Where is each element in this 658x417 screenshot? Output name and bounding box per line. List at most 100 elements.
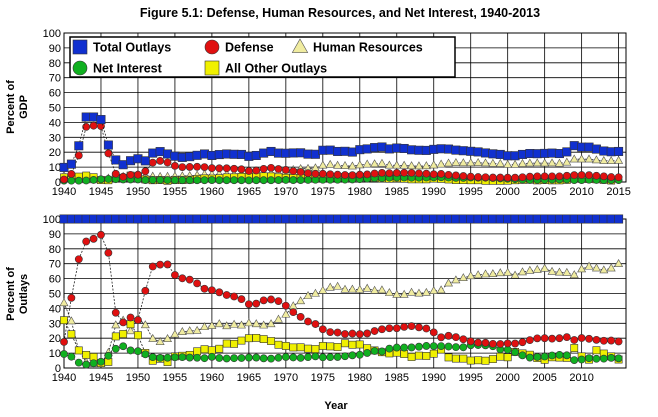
- bot-point-net-interest: [518, 351, 527, 360]
- legend-label-all-other-outlays: All Other Outlays: [225, 62, 327, 76]
- bot-point-human-resources: [599, 265, 609, 274]
- top-point-net-interest: [148, 176, 157, 184]
- bot-point-defense: [193, 279, 202, 288]
- bot-point-defense: [548, 334, 556, 343]
- legend-marker-human-resources: [291, 38, 309, 53]
- top-point-total-outlays: [66, 159, 76, 169]
- bot-point-all-other-outlays: [126, 320, 135, 329]
- legend-item-total-outlays: Total Outlays: [72, 39, 171, 55]
- bot-point-human-resources: [414, 288, 424, 297]
- bot-point-net-interest: [555, 350, 564, 359]
- bot-point-human-resources: [340, 284, 350, 293]
- top-point-defense: [348, 171, 357, 180]
- outlays-ylabel-line2: Outlays: [18, 274, 30, 314]
- bot-xtick-label: 2000: [495, 372, 519, 384]
- bot-point-all-other-outlays: [74, 346, 83, 355]
- bot-point-defense: [67, 293, 76, 302]
- bot-point-human-resources: [281, 309, 291, 318]
- top-point-defense: [259, 164, 268, 173]
- bot-point-defense: [252, 299, 261, 308]
- bot-point-defense: [259, 296, 268, 305]
- bot-point-all-other-outlays: [503, 353, 512, 362]
- top-point-human-resources: [362, 159, 372, 168]
- top-xtick-label: 1965: [237, 186, 261, 198]
- legend-item-all-other-outlays: All Other Outlays: [204, 60, 327, 76]
- top-point-net-interest: [267, 176, 275, 185]
- bot-point-defense: [422, 324, 431, 333]
- bot-point-net-interest: [230, 354, 238, 363]
- bot-point-defense: [267, 295, 275, 304]
- top-point-defense: [333, 170, 342, 179]
- bot-point-all-other-outlays: [200, 345, 209, 354]
- bot-point-human-resources: [525, 265, 535, 274]
- top-point-net-interest: [281, 176, 290, 184]
- top-point-defense: [437, 170, 446, 178]
- bot-point-net-interest: [570, 356, 579, 365]
- bot-ytick-label: 0: [55, 363, 61, 375]
- top-point-human-resources: [532, 158, 542, 167]
- bot-point-defense: [60, 338, 68, 346]
- bot-point-human-resources: [481, 269, 490, 278]
- bot-point-all-other-outlays: [222, 339, 231, 348]
- top-point-human-resources: [473, 158, 483, 166]
- top-point-human-resources: [481, 158, 490, 167]
- bot-ytick-label: 70: [49, 259, 61, 271]
- figure-title: Figure 5.1: Defense, Human Resources, an…: [140, 6, 540, 20]
- bot-point-defense: [481, 338, 490, 347]
- bot-point-defense: [459, 335, 468, 344]
- bot-point-net-interest: [104, 351, 113, 360]
- bot-point-all-other-outlays: [259, 335, 268, 343]
- bot-point-defense: [237, 295, 246, 304]
- legend-box: [69, 36, 456, 78]
- top-point-defense: [156, 156, 165, 165]
- bot-xtick-label: 1990: [421, 372, 445, 384]
- bot-point-defense: [111, 308, 120, 317]
- bot-point-human-resources: [569, 270, 579, 279]
- bot-point-all-other-outlays: [311, 345, 320, 353]
- bot-point-all-other-outlays: [67, 330, 76, 339]
- top-point-human-resources: [384, 160, 394, 169]
- top-point-defense: [525, 172, 534, 181]
- top-point-net-interest: [237, 176, 246, 185]
- top-point-human-resources: [540, 158, 550, 167]
- bot-point-all-other-outlays: [444, 353, 453, 362]
- bot-point-human-resources: [495, 268, 505, 277]
- top-point-defense: [540, 172, 549, 181]
- bot-point-human-resources: [370, 285, 380, 294]
- top-point-defense: [163, 158, 172, 167]
- top-point-defense: [452, 171, 460, 180]
- bot-point-defense: [126, 313, 135, 322]
- bot-point-defense: [185, 275, 194, 284]
- top-point-defense: [230, 164, 238, 173]
- bot-line-human-resources: [63, 263, 619, 365]
- bot-point-all-other-outlays: [230, 339, 238, 348]
- top-point-defense: [67, 170, 76, 178]
- top-point-defense: [104, 149, 113, 158]
- top-point-net-interest: [259, 176, 268, 185]
- bot-point-human-resources: [185, 326, 195, 335]
- bot-point-net-interest: [607, 353, 616, 362]
- bot-point-net-interest: [333, 353, 342, 361]
- bot-point-net-interest: [304, 353, 312, 362]
- bot-point-defense: [562, 333, 571, 342]
- bot-point-defense: [311, 320, 320, 328]
- bot-point-net-interest: [363, 349, 372, 357]
- outlays-ylabel-line1: Percent of: [5, 267, 17, 321]
- bot-point-defense: [97, 230, 105, 239]
- top-point-total-outlays: [111, 155, 121, 165]
- top-point-defense: [60, 175, 68, 184]
- bot-point-net-interest: [444, 342, 453, 351]
- top-point-human-resources: [606, 156, 616, 165]
- top-ytick-label: 70: [49, 73, 61, 85]
- top-point-human-resources: [495, 158, 505, 167]
- bot-series-total-outlays: [59, 214, 624, 224]
- bot-point-net-interest: [126, 346, 135, 355]
- top-point-defense: [488, 173, 497, 182]
- top-point-defense: [119, 172, 128, 181]
- top-point-net-interest: [230, 176, 238, 185]
- bot-point-net-interest: [429, 342, 438, 350]
- bot-point-human-resources: [273, 314, 283, 323]
- bot-point-total-outlays: [614, 214, 624, 224]
- bot-point-defense: [333, 328, 342, 337]
